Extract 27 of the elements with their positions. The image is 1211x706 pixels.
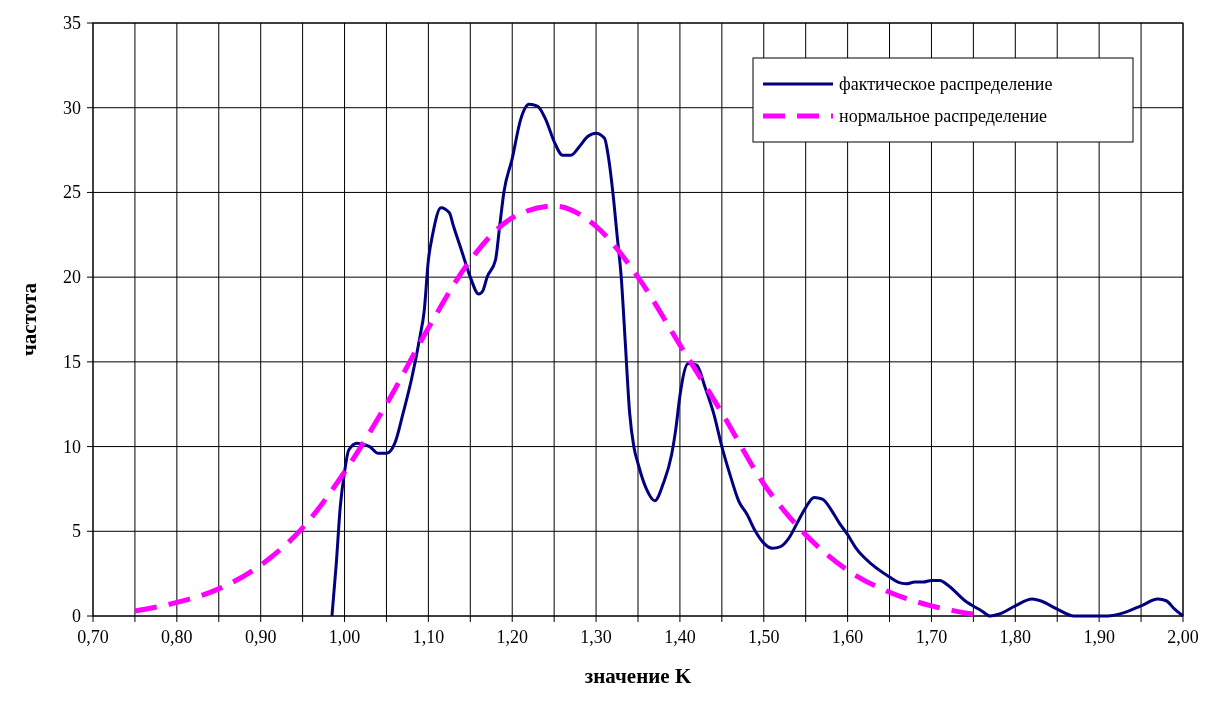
x-tick-label: 1,60: [831, 627, 864, 647]
x-tick-label: 0,90: [244, 627, 277, 647]
legend-label: нормальное распределение: [839, 106, 1048, 126]
x-tick-label: 1,70: [915, 627, 948, 647]
y-tick-label: 15: [63, 351, 81, 372]
x-tick-label: 1,50: [748, 627, 780, 647]
x-tick-label: 1,80: [999, 627, 1032, 647]
x-tick-label: 1,10: [412, 627, 445, 647]
line-series: [330, 102, 1185, 618]
y-tick-label: 5: [72, 521, 81, 542]
x-tick-label: 0,70: [77, 627, 109, 647]
x-tick-label: 1,20: [496, 627, 528, 647]
y-tick-label: 0: [72, 606, 81, 626]
y-tick-label: 35: [63, 13, 81, 33]
x-axis-title: значение K: [584, 664, 692, 688]
x-tick-label: 1,00: [328, 627, 361, 647]
x-tick-label: 1,90: [1083, 627, 1115, 647]
y-tick-label: 25: [63, 182, 81, 203]
y-tick-label: 10: [63, 436, 81, 457]
y-axis-title: частота: [17, 282, 41, 356]
x-tick-label: 2,00: [1167, 627, 1199, 647]
legend-label: фактическое распределение: [839, 74, 1053, 94]
y-tick-label: 20: [63, 267, 81, 288]
x-tick-label: 0,80: [161, 627, 193, 647]
y-tick-label: 30: [63, 97, 81, 118]
x-tick-label: 1,30: [580, 627, 612, 647]
x-tick-label: 1,40: [664, 627, 696, 647]
